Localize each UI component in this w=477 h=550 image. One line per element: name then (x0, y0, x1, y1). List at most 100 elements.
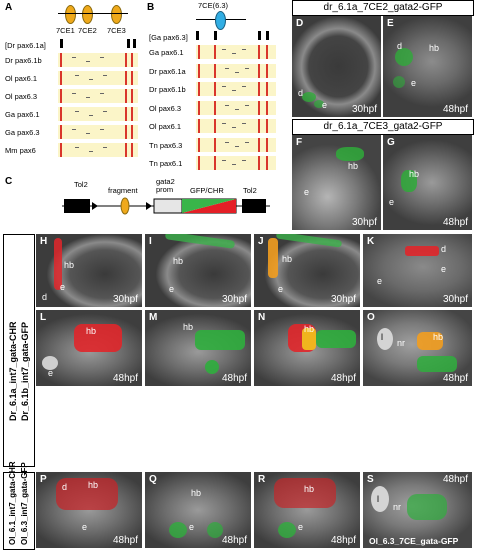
stage-label-p: 48hpf (112, 535, 138, 546)
exon-mark (266, 119, 268, 133)
species-label: Ol pax6.1 (149, 122, 182, 131)
conservation-mark (75, 111, 79, 112)
conservation-mark (232, 127, 236, 128)
exon-mark (198, 137, 200, 152)
exon-mark (266, 45, 268, 59)
reference-label-b: [Ga pax6.3] (149, 33, 188, 42)
photo-panel-o: O hb l nr 48hpf (363, 310, 472, 386)
exon-mark (60, 107, 62, 121)
annotation-e: e (169, 284, 175, 294)
annotation-e: e (48, 368, 54, 378)
annotation-e: e (304, 187, 310, 197)
annotation-d: d (62, 482, 68, 492)
conservation-mark (225, 141, 229, 143)
conservation-mark (89, 151, 93, 152)
alignment-track (58, 71, 138, 85)
exon-mark (125, 143, 127, 157)
exon-mark (258, 82, 260, 96)
conservation-mark (72, 93, 76, 94)
conservation-mark (242, 49, 246, 50)
exon-mark (266, 100, 268, 115)
conservation-mark (245, 104, 249, 106)
stage-label-s: 48hpf (442, 474, 468, 485)
alignment-track (196, 156, 276, 170)
conservation-mark (242, 160, 246, 161)
exon-mark (266, 137, 268, 152)
annotation-l: l (381, 332, 383, 342)
group-label-ol-line1: Ol_6.1_int7_gata-CHR (8, 461, 17, 545)
exon-mark (131, 53, 133, 67)
exon-mark (266, 63, 268, 78)
exon-mark (198, 156, 200, 170)
species-label: Ga pax6.3 (5, 128, 40, 137)
photo-panel-d: D d e 30hpf (292, 16, 381, 117)
stage-label-h: 30hpf (112, 294, 138, 305)
exon-mark (198, 119, 200, 133)
annotation-hb: hb (433, 332, 444, 342)
annotation-hb: hb (282, 254, 293, 264)
exon-mark (198, 100, 200, 115)
conservation-mark (100, 57, 104, 58)
exon-mark (258, 63, 260, 78)
gfp-chr-label: GFP/CHR (190, 186, 224, 195)
annotation-nr: nr (397, 338, 406, 348)
annotation-l: l (377, 494, 379, 504)
annotation-e: e (411, 78, 417, 88)
photo-panel-f: F hb e 30hpf (292, 135, 381, 230)
annotation-hb: hb (409, 169, 420, 179)
stage-label-n: 48hpf (330, 373, 356, 384)
exon-mark (125, 107, 127, 121)
annotation-d: d (441, 244, 447, 254)
annotation-e: e (322, 100, 328, 110)
conservation-mark (100, 93, 104, 94)
group-label-ol: Ol_6.1_int7_gata-CHR Ol_6.3_int7_gata-GF… (3, 461, 35, 550)
element-line (58, 13, 128, 14)
exon-mark (198, 45, 200, 59)
photo-panel-g: G hb e 48hpf (383, 135, 472, 230)
stage-label-o: 48hpf (442, 373, 468, 384)
exon-mark (60, 143, 62, 157)
panel-letter-l: L (40, 312, 47, 323)
panel-letter-g: G (387, 137, 395, 148)
fragment-label: fragment (108, 186, 138, 195)
photo-panel-h: H hb e d 30hpf (36, 234, 142, 307)
exon-mark (258, 137, 260, 152)
alignment-track (196, 63, 276, 78)
panel-letter-e: E (387, 18, 394, 29)
annotation-e: e (278, 284, 284, 294)
stage-label-m: 48hpf (221, 373, 247, 384)
panel-letter-r: R (258, 474, 266, 485)
annotation-e: e (60, 282, 66, 292)
exon-mark (125, 125, 127, 139)
alignment-track (196, 82, 276, 96)
alignment-track (58, 107, 138, 121)
exon-mark (60, 53, 62, 67)
conservation-mark (235, 108, 239, 110)
exon-mark (131, 89, 133, 103)
photo-panel-n: N hb 48hpf (254, 310, 360, 386)
photo-panel-r: R hb e 48hpf (254, 472, 360, 548)
annotation-hb: hb (191, 488, 202, 498)
element-marker-7ce3 (111, 5, 122, 24)
exon-mark (214, 156, 216, 170)
exon-mark (258, 45, 260, 59)
panel-letter-k: K (367, 236, 375, 247)
conservation-mark (89, 79, 93, 80)
element-marker-7ce2 (82, 5, 93, 24)
alignment-track (196, 45, 276, 59)
exon-mark (214, 100, 216, 115)
annotation-e: e (298, 522, 304, 532)
species-label: Mm pax6 (5, 146, 36, 155)
exon-mark (131, 143, 133, 157)
exon-mark (131, 125, 133, 139)
panel-letter-p: P (40, 474, 47, 485)
exon-mark (60, 71, 62, 85)
stage-label-l: 48hpf (112, 373, 138, 384)
element-marker-7ce63 (215, 11, 226, 30)
construct-diagram (62, 197, 270, 215)
panel-letter-q: Q (149, 474, 157, 485)
conservation-mark (245, 141, 249, 143)
conservation-mark (242, 86, 246, 87)
conservation-mark (75, 147, 79, 148)
exon-mark (198, 82, 200, 96)
